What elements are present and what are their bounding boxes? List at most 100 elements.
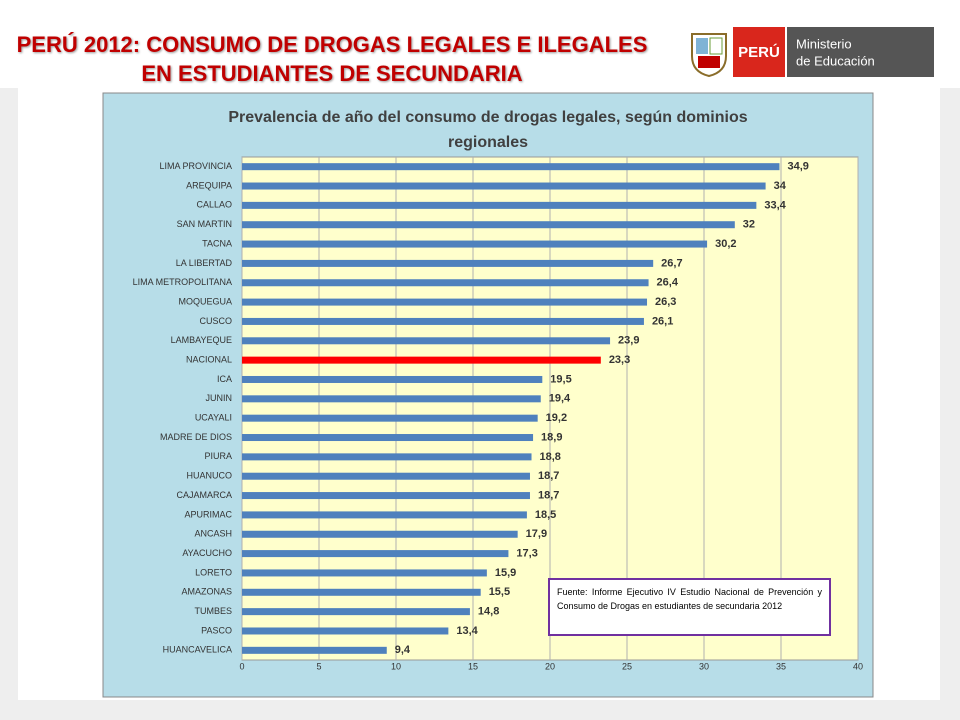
y-tick-label: AREQUIPA	[186, 180, 232, 190]
bar	[242, 530, 518, 538]
value-label: 32	[743, 219, 755, 231]
value-label: 26,1	[652, 315, 673, 327]
y-tick-label: CUSCO	[199, 316, 232, 326]
y-tick-label: CALLAO	[196, 200, 232, 210]
bar	[242, 298, 648, 306]
bar	[242, 221, 735, 229]
value-label: 18,8	[540, 451, 561, 463]
y-tick-label: SAN MARTIN	[177, 219, 232, 229]
y-tick-label: LIMA METROPOLITANA	[133, 277, 232, 287]
bar	[242, 259, 654, 267]
value-label: 18,7	[538, 470, 559, 482]
y-tick-label: JUNIN	[206, 393, 233, 403]
logo-gray	[787, 27, 934, 77]
y-tick-label: NACIONAL	[186, 355, 232, 365]
y-tick-label: AMAZONAS	[181, 587, 232, 597]
bar	[242, 453, 532, 461]
value-label: 9,4	[395, 644, 411, 656]
value-label: 33,4	[764, 199, 786, 211]
y-tick-label: MOQUEGUA	[178, 296, 232, 306]
y-tick-label: PASCO	[201, 625, 232, 635]
bar	[242, 588, 481, 596]
bar	[242, 395, 541, 403]
coat-part	[709, 37, 723, 55]
value-label: 19,2	[546, 412, 567, 424]
bar	[242, 356, 601, 364]
x-tick-label: 30	[699, 661, 709, 671]
x-tick-label: 5	[316, 661, 321, 671]
bar	[242, 182, 766, 190]
x-tick-label: 15	[468, 661, 478, 671]
value-label: 15,5	[489, 586, 510, 598]
value-label: 17,3	[516, 548, 537, 560]
x-tick-label: 40	[853, 661, 863, 671]
y-tick-label: TUMBES	[194, 606, 232, 616]
y-tick-label: LA LIBERTAD	[176, 258, 233, 268]
y-tick-label: TACNA	[202, 238, 232, 248]
logo-red	[733, 27, 785, 77]
bar	[242, 240, 708, 248]
value-label: 17,9	[526, 528, 547, 540]
slide-title: EN ESTUDIANTES DE SECUNDARIA	[141, 61, 522, 86]
bar	[242, 434, 534, 442]
coat-part	[698, 56, 720, 68]
chart-title: Prevalencia de año del consumo de drogas…	[228, 109, 747, 126]
y-tick-label: UCAYALI	[195, 413, 232, 423]
value-label: 26,3	[655, 296, 676, 308]
value-label: 19,5	[550, 373, 571, 385]
bar	[242, 317, 644, 325]
value-label: 23,9	[618, 335, 639, 347]
y-tick-label: LORETO	[195, 567, 232, 577]
bar	[242, 163, 780, 171]
y-tick-label: HUANUCO	[186, 471, 232, 481]
y-tick-label: ICA	[217, 374, 232, 384]
value-label: 18,5	[535, 509, 556, 521]
bar	[242, 627, 449, 635]
value-label: 15,9	[495, 567, 516, 579]
y-tick-label: LIMA PROVINCIA	[159, 161, 232, 171]
value-label: 34	[774, 180, 787, 192]
bar	[242, 337, 611, 345]
logo-ministry: Ministerio	[796, 36, 852, 51]
bar	[242, 550, 509, 558]
x-tick-label: 0	[239, 661, 244, 671]
bar	[242, 569, 487, 577]
bar	[242, 608, 470, 616]
value-label: 14,8	[478, 606, 499, 618]
coat-part	[696, 38, 708, 54]
y-tick-label: HUANCAVELICA	[163, 645, 232, 655]
y-tick-label: ANCASH	[194, 529, 232, 539]
y-tick-label: CAJAMARCA	[176, 490, 232, 500]
bar	[242, 472, 530, 480]
logo: PERÚ Ministerio de Educación	[691, 27, 934, 78]
value-label: 26,4	[657, 277, 679, 289]
bar	[242, 414, 538, 422]
value-label: 26,7	[661, 257, 682, 269]
value-label: 19,4	[549, 393, 571, 405]
value-label: 18,9	[541, 431, 562, 443]
value-label: 18,7	[538, 489, 559, 501]
value-label: 30,2	[715, 238, 736, 250]
bar	[242, 492, 530, 500]
y-tick-label: PIURA	[204, 451, 232, 461]
bar	[242, 511, 527, 519]
chart-title: regionales	[448, 134, 528, 151]
x-tick-label: 20	[545, 661, 555, 671]
bar	[242, 646, 387, 654]
value-label: 13,4	[456, 625, 478, 637]
x-tick-label: 10	[391, 661, 401, 671]
logo-country: PERÚ	[738, 43, 780, 61]
source-note: Fuente: Informe Ejecutivo IV Estudio Nac…	[548, 578, 831, 636]
y-tick-label: AYACUCHO	[182, 548, 232, 558]
logo-ministry: de Educación	[796, 53, 875, 68]
y-tick-label: MADRE DE DIOS	[160, 432, 232, 442]
value-label: 34,9	[787, 161, 808, 173]
bar	[242, 279, 649, 287]
y-tick-label: APURIMAC	[184, 509, 232, 519]
bar	[242, 201, 757, 209]
y-tick-label: LAMBAYEQUE	[171, 335, 232, 345]
slide-title: PERÚ 2012: CONSUMO DE DROGAS LEGALES E I…	[17, 32, 648, 57]
x-tick-label: 35	[776, 661, 786, 671]
